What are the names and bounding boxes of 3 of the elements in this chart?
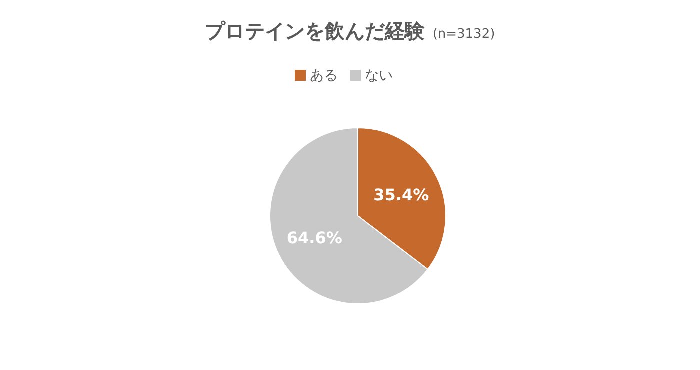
legend-label: ある (310, 68, 338, 84)
legend-label: ない (365, 68, 393, 84)
title: プロテインを飲んだ経験 (n=3132) (204, 19, 496, 43)
